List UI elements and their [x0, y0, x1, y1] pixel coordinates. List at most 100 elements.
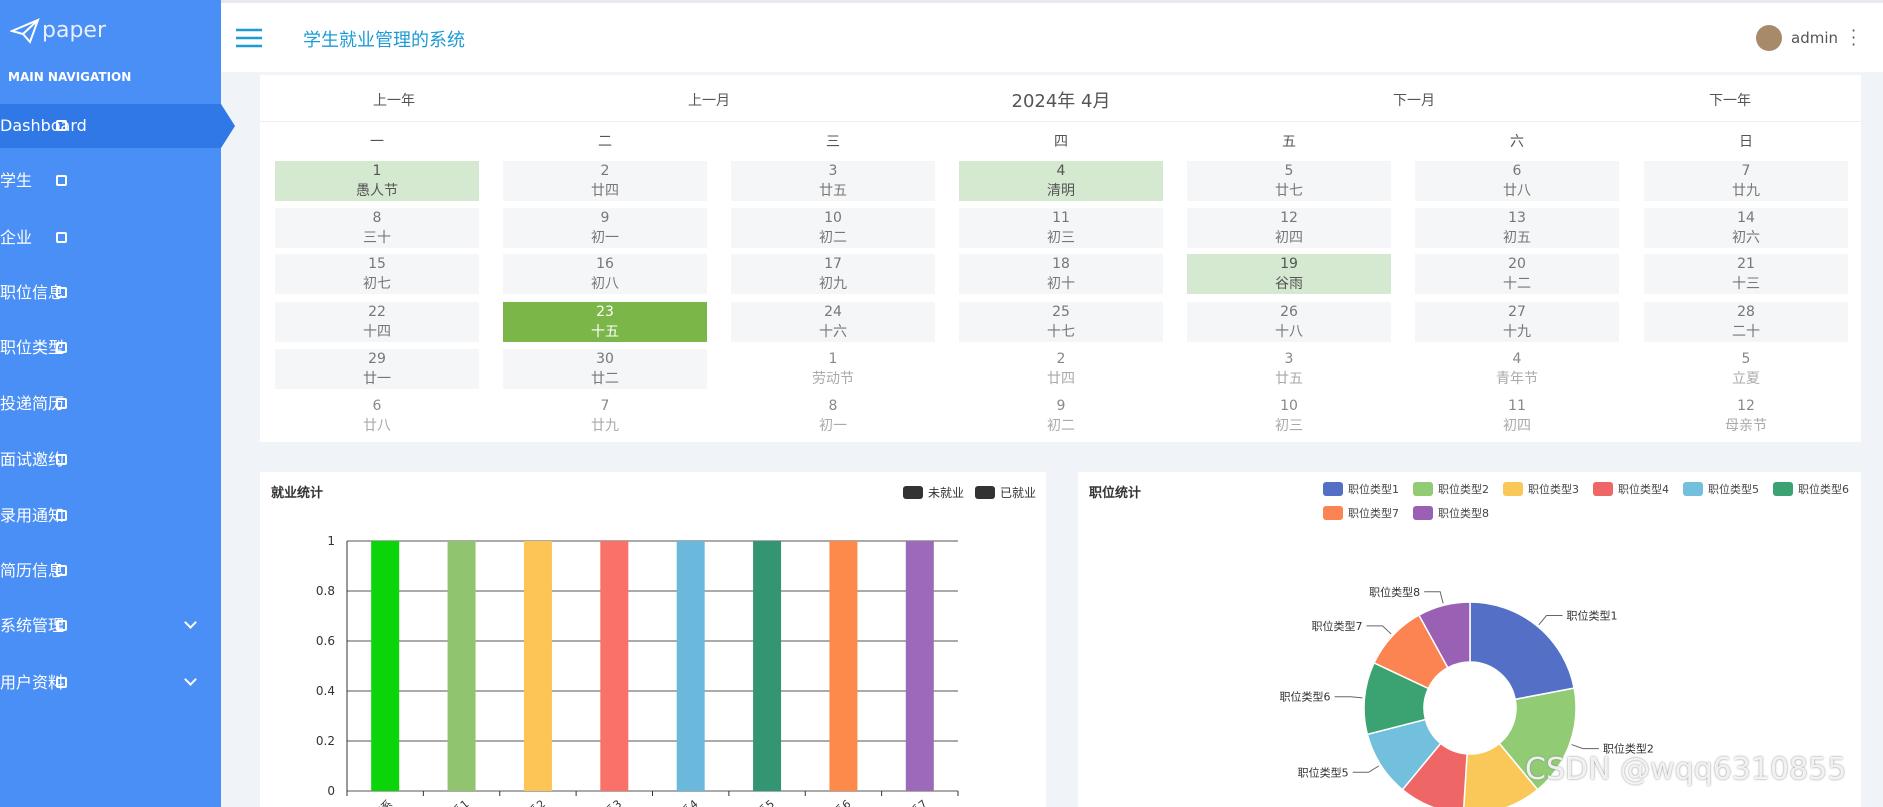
- day-number: 13: [1508, 210, 1526, 226]
- day-cell[interactable]: 3 廿五: [1187, 349, 1391, 389]
- calendar-nav[interactable]: 下一年: [1709, 93, 1751, 109]
- day-cell[interactable]: 27 十九: [1415, 302, 1619, 342]
- day-cell[interactable]: 1 劳动节: [731, 349, 935, 389]
- x-tick-label: 院系2: [517, 797, 548, 807]
- lunar-label: 初三: [1047, 230, 1075, 246]
- menu-toggle[interactable]: [236, 28, 262, 48]
- day-cell[interactable]: 4 青年节: [1415, 349, 1619, 389]
- day-cell[interactable]: 2 廿四: [503, 161, 707, 201]
- nav-item[interactable]: 面试邀约: [0, 438, 221, 482]
- day-cell[interactable]: 10 初二: [731, 208, 935, 248]
- day-number: 11: [1052, 210, 1070, 226]
- legend-label: 已就业: [1000, 486, 1036, 500]
- day-number: 16: [596, 256, 614, 272]
- day-number: 1: [828, 351, 838, 367]
- lunar-label: 三十: [363, 230, 391, 246]
- day-cell[interactable]: 19 谷雨: [1187, 254, 1391, 294]
- user-menu[interactable]: · · ·: [1851, 21, 1857, 54]
- day-cell[interactable]: 26 十八: [1187, 302, 1391, 342]
- calendar-nav[interactable]: 上一月: [688, 93, 730, 109]
- nav-icon: [56, 510, 67, 521]
- nav-label: 用户资料: [0, 673, 65, 692]
- day-cell[interactable]: 17 初九: [731, 254, 935, 294]
- day-cell[interactable]: 29 廿一: [275, 349, 479, 389]
- nav-icon: [56, 232, 67, 243]
- day-cell[interactable]: 12 初四: [1187, 208, 1391, 248]
- day-number: 27: [1508, 304, 1526, 320]
- bar: [753, 541, 782, 791]
- day-cell[interactable]: 7 廿九: [503, 396, 707, 436]
- y-tick-label: 0.8: [316, 584, 335, 598]
- nav-icon: [56, 342, 67, 353]
- day-number: 3: [1284, 351, 1294, 367]
- day-cell[interactable]: 12 母亲节: [1644, 396, 1848, 436]
- day-cell[interactable]: 24 十六: [731, 302, 935, 342]
- x-tick-label: 院系4: [669, 797, 700, 807]
- lunar-label: 廿八: [363, 418, 391, 434]
- day-cell[interactable]: 16 初八: [503, 254, 707, 294]
- day-cell[interactable]: 9 初一: [503, 208, 707, 248]
- day-cell[interactable]: 28 二十: [1644, 302, 1848, 342]
- day-cell[interactable]: 2 廿四: [959, 349, 1163, 389]
- nav-icon: [56, 677, 67, 688]
- lunar-label: 初三: [1275, 418, 1303, 434]
- day-cell[interactable]: 1 愚人节: [275, 161, 479, 201]
- nav-item[interactable]: 企业: [0, 216, 221, 260]
- day-cell[interactable]: 15 初七: [275, 254, 479, 294]
- lunar-label: 廿四: [1047, 371, 1075, 387]
- day-cell[interactable]: 23 十五: [503, 302, 707, 342]
- nav-item[interactable]: 投递简历: [0, 382, 221, 426]
- avatar[interactable]: [1756, 25, 1782, 51]
- slice-label: 职位类型7: [1312, 619, 1363, 633]
- day-cell[interactable]: 14 初六: [1644, 208, 1848, 248]
- nav-item[interactable]: 简历信息: [0, 549, 221, 593]
- nav-item[interactable]: 用户资料: [0, 661, 221, 705]
- legend-label: 职位类型3: [1528, 482, 1579, 496]
- day-cell[interactable]: 4 清明: [959, 161, 1163, 201]
- calendar-nav[interactable]: 下一月: [1393, 93, 1435, 109]
- weekday: 六: [1510, 134, 1524, 150]
- day-cell[interactable]: 9 初二: [959, 396, 1163, 436]
- nav-item[interactable]: Dashboard: [0, 104, 235, 148]
- calendar-nav[interactable]: 上一年: [373, 93, 415, 109]
- day-number: 7: [600, 398, 610, 414]
- day-cell[interactable]: 10 初三: [1187, 396, 1391, 436]
- lunar-label: 十二: [1503, 276, 1531, 292]
- nav-item[interactable]: 录用通知: [0, 494, 221, 538]
- day-number: 28: [1737, 304, 1755, 320]
- label-line: [1352, 765, 1380, 773]
- day-cell[interactable]: 7 廿九: [1644, 161, 1848, 201]
- nav-item[interactable]: 系统管理: [0, 604, 221, 648]
- day-cell[interactable]: 6 廿八: [1415, 161, 1619, 201]
- legend-swatch: [903, 486, 923, 499]
- nav-item[interactable]: 职位类型: [0, 326, 221, 370]
- weekday: 四: [1054, 134, 1068, 150]
- day-cell[interactable]: 13 初五: [1415, 208, 1619, 248]
- day-cell[interactable]: 8 三十: [275, 208, 479, 248]
- nav-item[interactable]: 学生: [0, 159, 221, 203]
- day-cell[interactable]: 3 廿五: [731, 161, 935, 201]
- legend-swatch: [1503, 482, 1523, 496]
- watermark: CSDN @wqq6310855: [1525, 752, 1847, 787]
- user-name[interactable]: admin: [1791, 29, 1838, 47]
- day-cell[interactable]: 20 十二: [1415, 254, 1619, 294]
- day-cell[interactable]: 25 十七: [959, 302, 1163, 342]
- day-cell[interactable]: 5 立夏: [1644, 349, 1848, 389]
- day-cell[interactable]: 5 廿七: [1187, 161, 1391, 201]
- y-tick-label: 1: [327, 534, 335, 548]
- x-tick-label: 院系: [369, 797, 395, 807]
- day-cell[interactable]: 8 初一: [731, 396, 935, 436]
- day-cell[interactable]: 18 初十: [959, 254, 1163, 294]
- slice-label: 职位类型2: [1603, 742, 1654, 756]
- day-cell[interactable]: 22 十四: [275, 302, 479, 342]
- day-cell[interactable]: 30 廿二: [503, 349, 707, 389]
- day-cell[interactable]: 11 初四: [1415, 396, 1619, 436]
- lunar-label: 初一: [819, 418, 847, 434]
- day-cell[interactable]: 11 初三: [959, 208, 1163, 248]
- nav-icon: [56, 398, 67, 409]
- nav-item[interactable]: 职位信息: [0, 271, 221, 315]
- lunar-label: 初二: [819, 230, 847, 246]
- day-cell[interactable]: 21 十三: [1644, 254, 1848, 294]
- day-cell[interactable]: 6 廿八: [275, 396, 479, 436]
- day-number: 18: [1052, 256, 1070, 272]
